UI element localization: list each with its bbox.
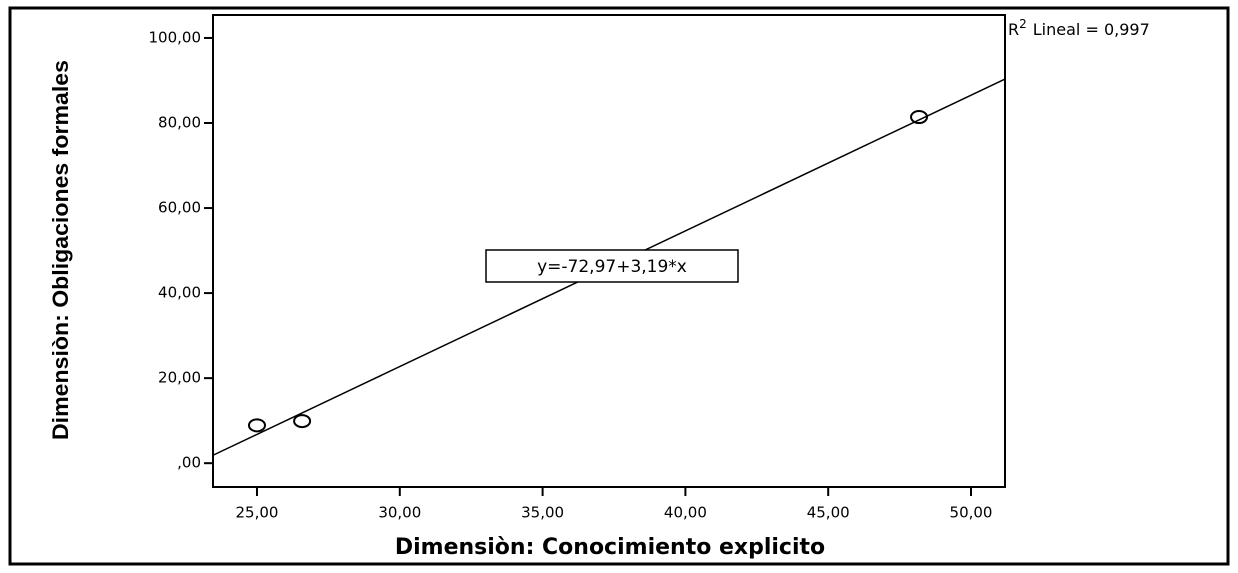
x-tick-label: 30,00 (378, 504, 421, 522)
point (910, 110, 929, 125)
y-tick-label: 80,00 (158, 114, 201, 132)
x-tick-label: 40,00 (664, 504, 707, 522)
y-tick-label: 40,00 (158, 284, 201, 302)
plot-area (212, 14, 1006, 488)
y-tick-label: ,00 (177, 454, 201, 472)
r2-text: Lineal = 0,997 (1033, 20, 1150, 39)
x-tick-label: 25,00 (236, 504, 279, 522)
fit-label-box (485, 249, 739, 283)
x-axis-label: Dimensiòn: Conocimiento explicito (395, 535, 825, 560)
frame (8, 6, 1230, 566)
y-axis-label: Dimensiòn: Obligaciones formales (48, 60, 73, 440)
fit-label: y=-72,97+3,19*x (537, 257, 687, 277)
r2-sup: 2 (1019, 17, 1027, 31)
point (247, 418, 266, 433)
point (293, 414, 312, 429)
y-tick-label: 20,00 (158, 369, 201, 387)
x-tick-label: 35,00 (521, 504, 564, 522)
x-tick-label: 45,00 (807, 504, 850, 522)
r2-prefix: R (1008, 20, 1019, 39)
y-tick-label: 60,00 (158, 199, 201, 217)
r2-label: R2 Lineal = 0,997 (1008, 17, 1150, 39)
y-tick-label: 100,00 (149, 28, 202, 46)
x-tick-label: 50,00 (950, 504, 993, 522)
